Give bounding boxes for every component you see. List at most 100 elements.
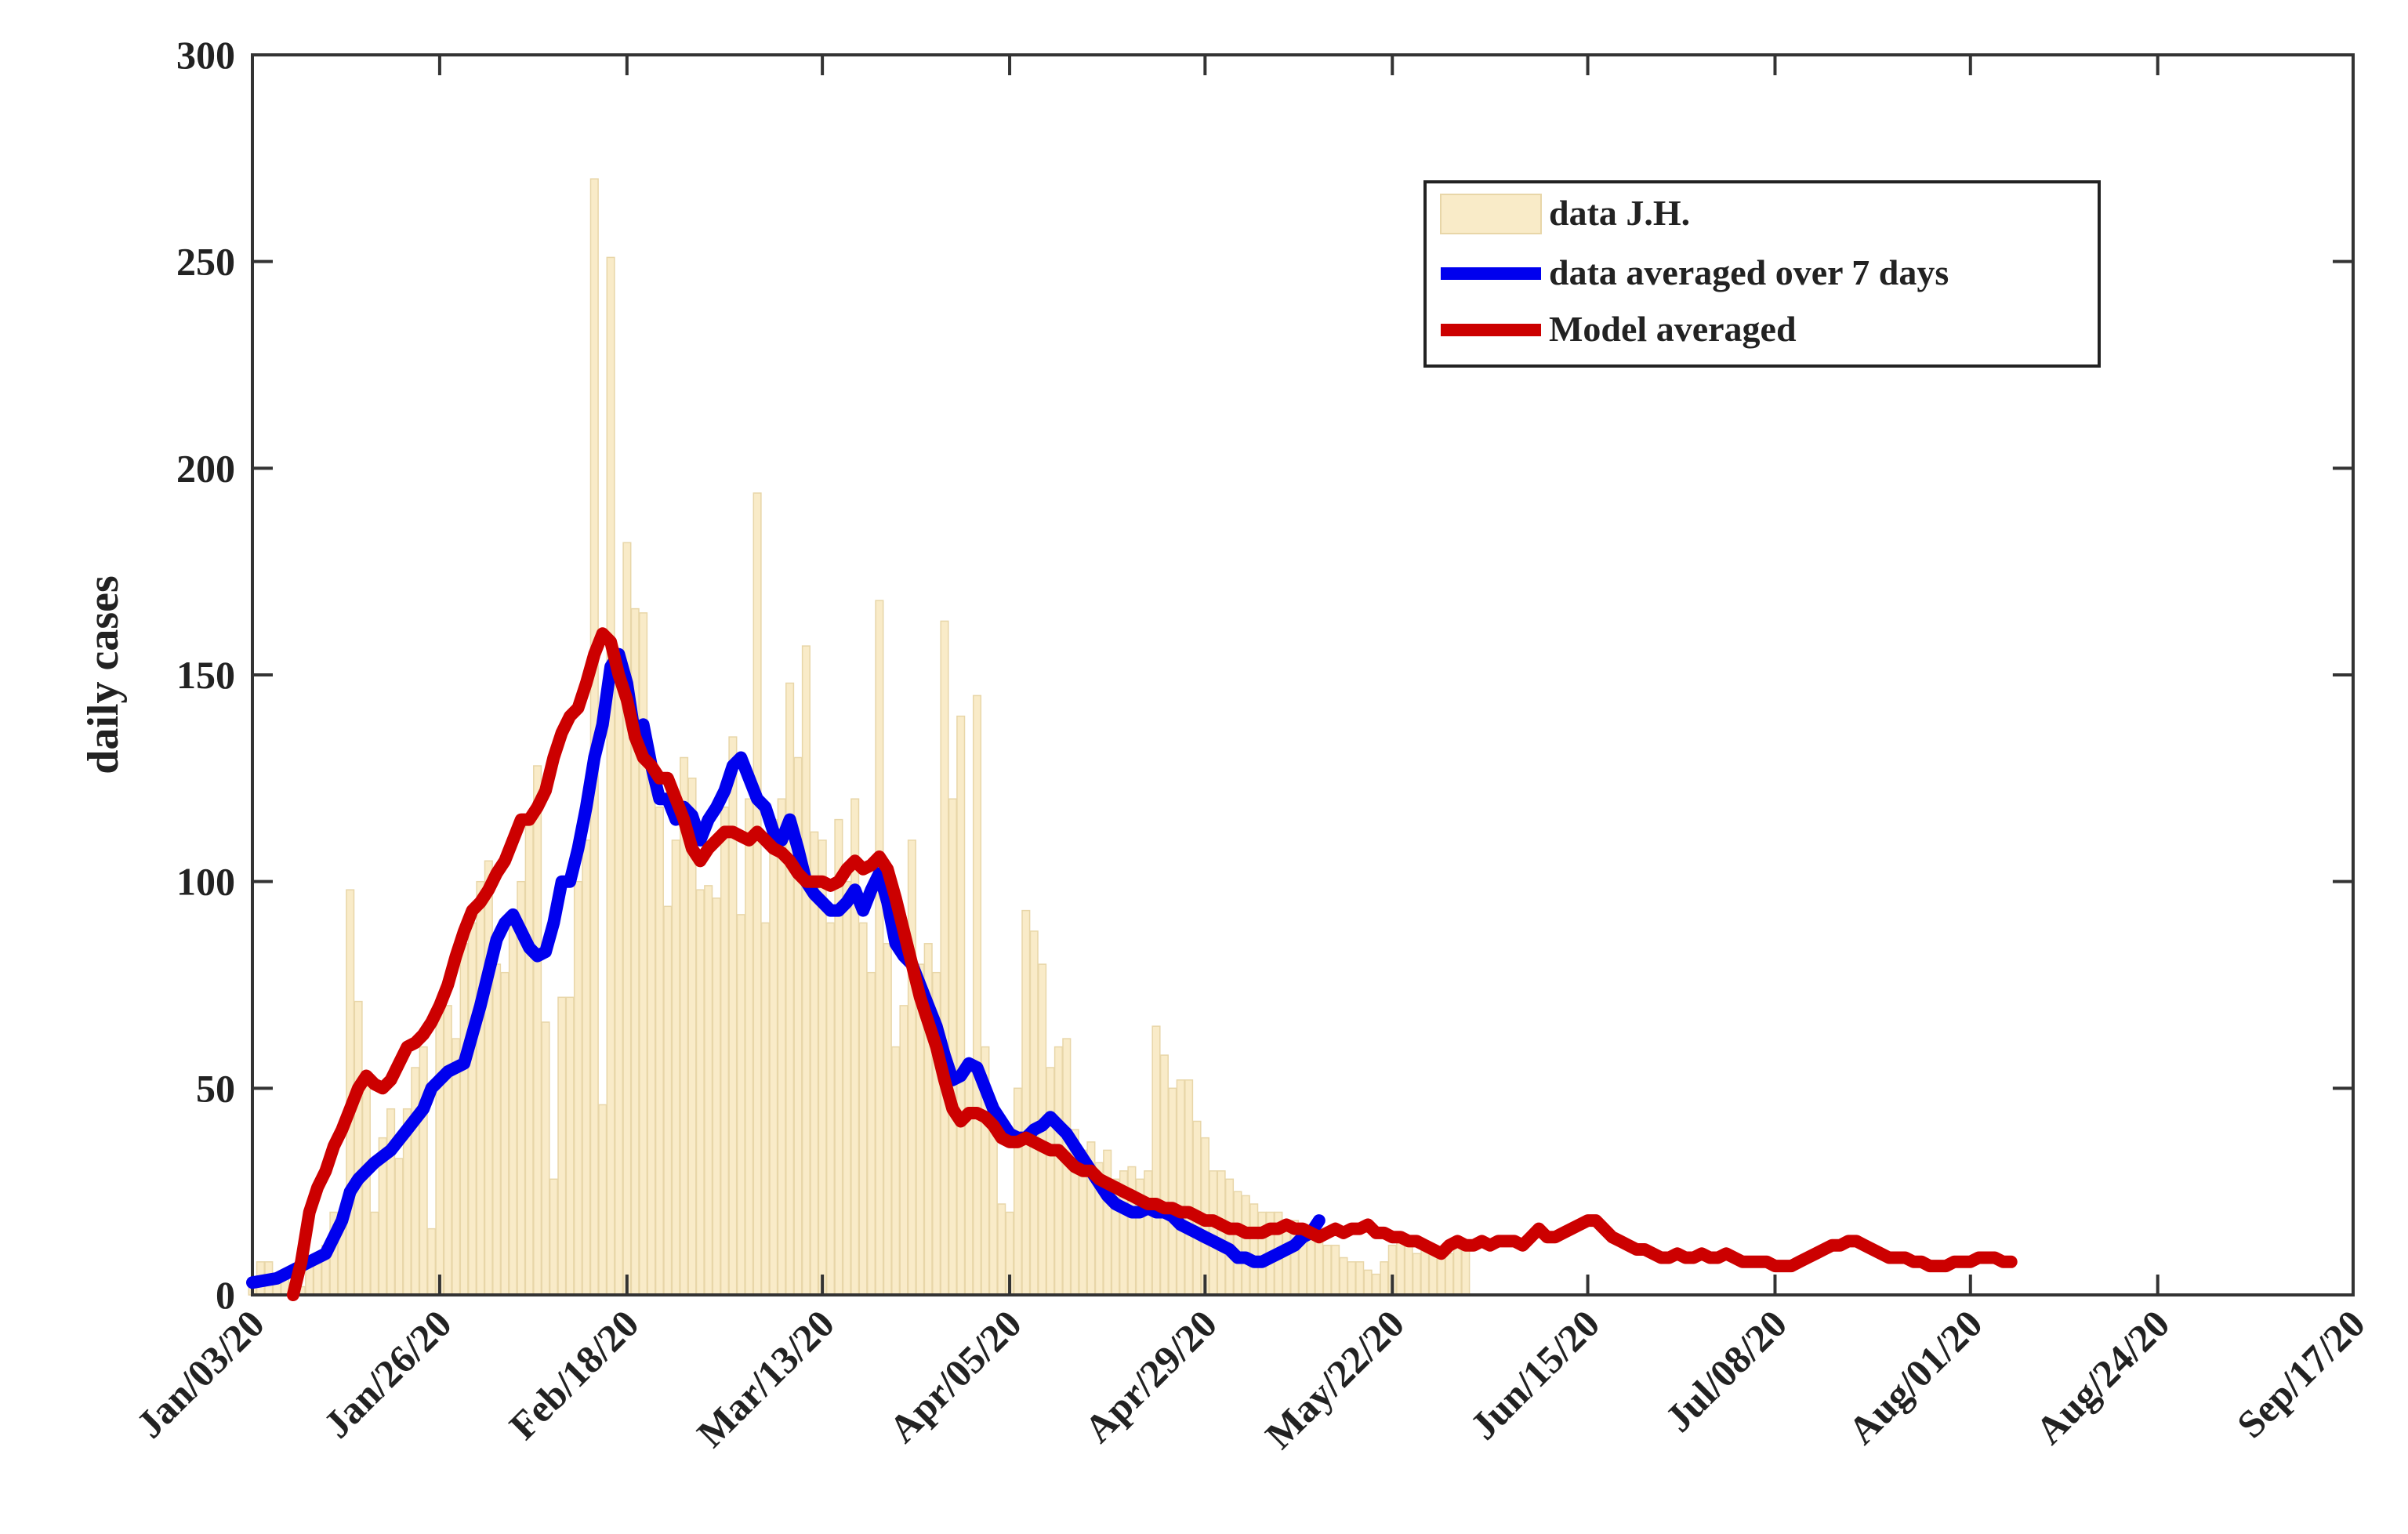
bar <box>557 996 567 1296</box>
bar <box>655 806 664 1296</box>
bar <box>411 1067 420 1296</box>
bar <box>752 492 762 1296</box>
legend-label-bars: data J.H. <box>1549 193 1690 233</box>
bar <box>883 943 892 1296</box>
bar <box>394 1158 404 1296</box>
bar <box>639 612 648 1296</box>
bar <box>988 1129 998 1296</box>
bar <box>801 645 811 1296</box>
bar <box>736 914 745 1296</box>
y-tick-label: 300 <box>176 33 235 77</box>
bar <box>875 600 884 1296</box>
bar <box>492 963 502 1296</box>
bar <box>777 798 786 1296</box>
legend: data J.H. data averaged over 7 days Mode… <box>1423 180 2101 368</box>
y-tick-label: 250 <box>176 240 235 284</box>
bar <box>1452 1244 1462 1296</box>
y-tick-label: 150 <box>176 653 235 697</box>
bar <box>370 1211 379 1296</box>
bar <box>1224 1178 1235 1296</box>
bar <box>1347 1261 1356 1296</box>
data-averaged-line <box>246 647 1325 1289</box>
bar <box>695 889 705 1296</box>
bar <box>745 798 754 1296</box>
bar <box>1029 930 1039 1296</box>
bar <box>1355 1261 1365 1296</box>
bar <box>1159 1054 1169 1296</box>
bar <box>891 1046 901 1296</box>
y-tick-label: 200 <box>176 446 235 490</box>
bar <box>508 922 517 1296</box>
bar <box>1241 1195 1250 1296</box>
bar <box>1306 1232 1315 1296</box>
bar <box>834 818 843 1296</box>
bar <box>785 682 795 1296</box>
bar <box>443 1005 452 1296</box>
y-tick-label: 0 <box>216 1273 235 1317</box>
legend-swatch-bars <box>1440 194 1542 234</box>
bar <box>1339 1257 1348 1296</box>
bar <box>858 922 868 1296</box>
bar <box>956 715 966 1296</box>
bar <box>361 1079 371 1296</box>
bar <box>948 798 957 1296</box>
bar <box>1331 1244 1340 1296</box>
bar <box>459 943 469 1296</box>
bar <box>573 880 583 1296</box>
bar <box>1021 909 1031 1296</box>
y-tick-label: 100 <box>176 860 235 904</box>
bar <box>476 880 485 1296</box>
bar <box>1151 1025 1161 1296</box>
bar <box>1396 1240 1405 1296</box>
bar <box>720 806 730 1296</box>
lines-layer <box>246 627 2018 1301</box>
bar <box>1013 1087 1023 1296</box>
bar <box>1233 1191 1242 1296</box>
bar <box>1168 1087 1177 1296</box>
bar <box>1363 1269 1373 1296</box>
bar <box>899 1005 908 1296</box>
legend-label-data-avg: data averaged over 7 days <box>1549 252 1949 292</box>
bar <box>1184 1079 1194 1296</box>
bar <box>606 256 615 1296</box>
bar <box>825 922 836 1296</box>
bar <box>467 922 477 1296</box>
bar <box>647 756 656 1296</box>
bar <box>1445 1253 1454 1296</box>
bar <box>1315 1240 1324 1296</box>
y-tick-label: 50 <box>196 1066 235 1110</box>
bar <box>964 1067 974 1296</box>
bar <box>940 620 949 1296</box>
bar <box>760 922 770 1296</box>
legend-label-model: Model averaged <box>1549 309 1797 349</box>
bar <box>1461 1244 1471 1296</box>
bar <box>728 736 738 1296</box>
bar <box>1176 1079 1185 1296</box>
bar <box>549 1178 558 1296</box>
bar <box>704 885 713 1296</box>
y-axis-label: daily cases <box>79 575 128 774</box>
bar <box>850 798 860 1296</box>
bar <box>1103 1149 1112 1296</box>
bar <box>452 1038 461 1296</box>
bar <box>614 674 624 1296</box>
bar <box>1404 1240 1413 1296</box>
bar <box>500 971 510 1296</box>
bar <box>769 818 778 1296</box>
bar <box>484 860 493 1296</box>
bar <box>1144 1170 1153 1296</box>
bar <box>663 905 673 1296</box>
bar <box>842 880 851 1296</box>
bar <box>1371 1273 1381 1296</box>
bar <box>1412 1253 1421 1296</box>
bar <box>435 1005 444 1296</box>
bar <box>671 840 680 1296</box>
bar <box>972 694 982 1296</box>
bar <box>866 971 876 1296</box>
bar <box>419 1046 428 1296</box>
bar <box>533 765 542 1296</box>
bar <box>426 1228 437 1296</box>
bar <box>1054 1046 1063 1296</box>
bar <box>1322 1244 1332 1296</box>
